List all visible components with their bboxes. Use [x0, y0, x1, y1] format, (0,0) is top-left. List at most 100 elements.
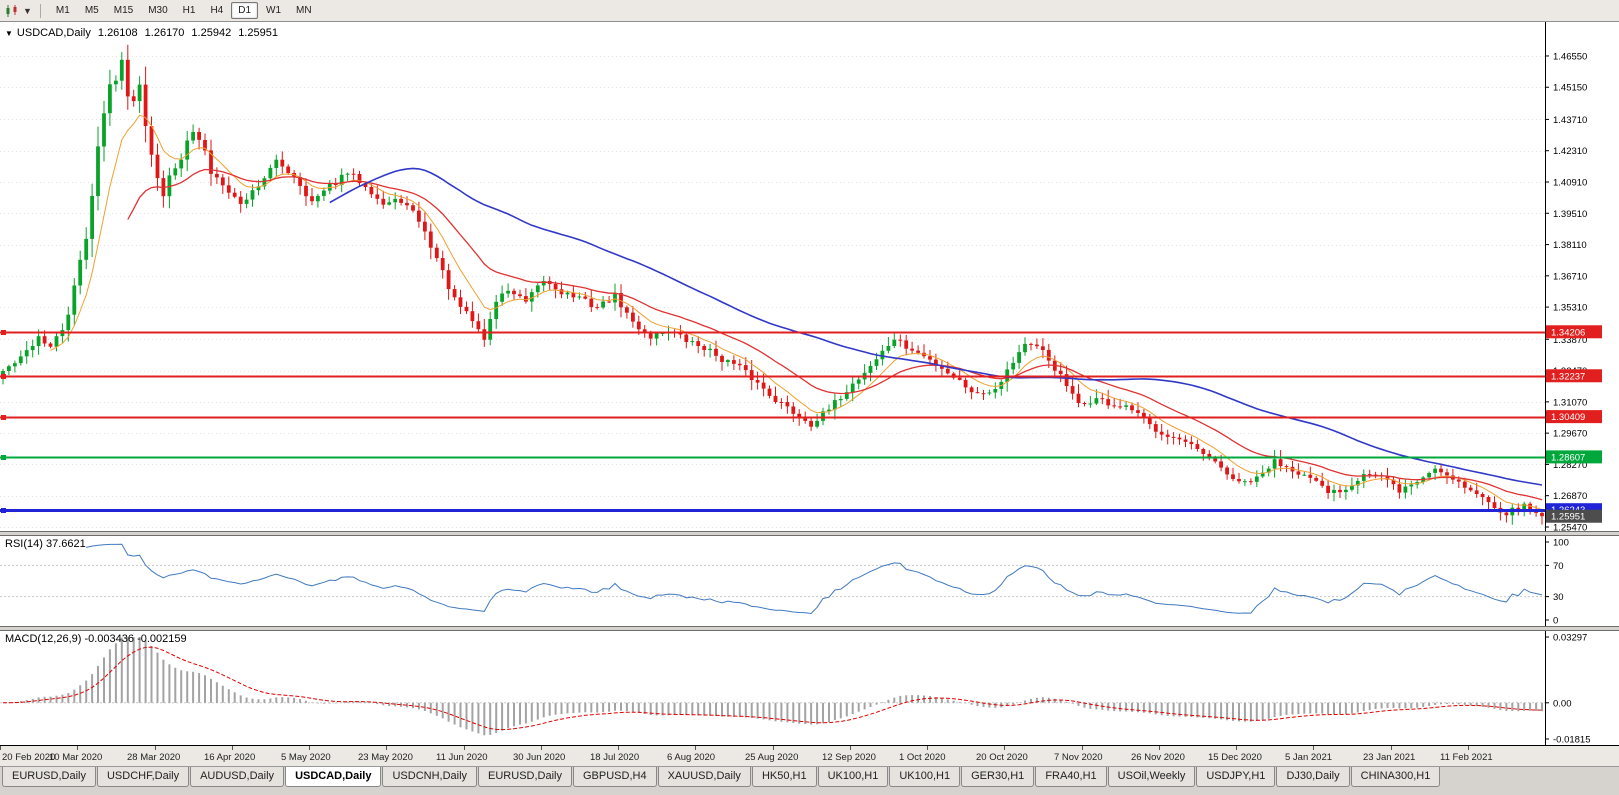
chart-tab-dj30-daily[interactable]: DJ30,Daily	[1276, 767, 1350, 787]
time-tick	[309, 746, 310, 750]
svg-text:1.46550: 1.46550	[1553, 51, 1587, 62]
toolbar: ▼ M1 M5 M15 M30 H1 H4 D1 W1 MN	[0, 0, 1619, 22]
macd-canvas[interactable]: 0.03297 0.00 -0.01815	[0, 631, 1619, 745]
timeframe-button-m5[interactable]: M5	[84, 5, 99, 16]
chart-tab-usdcnh-daily[interactable]: USDCNH,Daily	[382, 767, 478, 787]
svg-text:30: 30	[1553, 592, 1564, 603]
svg-text:1.38110: 1.38110	[1553, 240, 1587, 251]
timeframe-button-h1[interactable]: H1	[182, 5, 196, 16]
chart-tabs: EURUSD,Daily USDCHF,Daily AUDUSD,Daily USDC…	[0, 766, 1619, 795]
chart-tab-audusd-daily[interactable]: AUDUSD,Daily	[190, 767, 285, 787]
timeframe-button-d1[interactable]: D1	[231, 2, 259, 19]
horizontal-line-1.30409[interactable]	[0, 415, 1545, 420]
price-badge-1.32237: 1.32237	[1546, 369, 1602, 383]
timeframe-buttons: M1 M5 M15 M30 H1 H4 D1 W1 MN	[49, 2, 319, 19]
svg-text:1.31070: 1.31070	[1553, 397, 1587, 408]
timeframe-button-mn[interactable]: MN	[296, 5, 312, 16]
chart-tab-usoil-weekly[interactable]: USOil,Weekly	[1107, 767, 1196, 787]
chart-symbol: USDCAD,Daily	[16, 27, 91, 39]
svg-text:0.00: 0.00	[1553, 698, 1572, 709]
chart-tab-ger30-h1[interactable]: GER30,H1	[961, 767, 1035, 787]
date-label: 28 Mar 2020	[127, 752, 181, 763]
chart-tab-eurusd-daily[interactable]: EURUSD,Daily	[2, 767, 96, 787]
chart-tab-uk100-h1[interactable]: UK100,H1	[889, 767, 961, 787]
horizontal-line-1.28607[interactable]	[0, 455, 1545, 460]
chart-tab-china300-h1[interactable]: CHINA300,H1	[1350, 767, 1441, 787]
time-tick	[1159, 746, 1160, 750]
time-tick	[1082, 746, 1083, 750]
date-label: 26 Nov 2020	[1131, 752, 1185, 763]
candlestick-icon	[6, 4, 17, 17]
price-badge-1.34206: 1.34206	[1546, 325, 1602, 339]
panel-divider[interactable]	[0, 626, 1619, 631]
svg-text:1.35310: 1.35310	[1553, 303, 1587, 314]
time-axis[interactable]: 20 Feb 2020 10 Mar 2020 28 Mar 2020 16 Apr …	[0, 745, 1619, 766]
collapse-icon[interactable]: ▼	[5, 28, 13, 38]
rsi-canvas[interactable]: 100 70 30 0	[0, 536, 1619, 626]
chart-tab-xauusd-daily[interactable]: XAUUSD,Daily	[657, 767, 751, 787]
date-label: 23 Jan 2021	[1363, 752, 1416, 763]
price-axis-labels[interactable]: 1.46550 1.45150 1.43710 1.42310 1.40910 1.395…	[1545, 51, 1587, 531]
main-chart-canvas[interactable]: 1.46550 1.45150 1.43710 1.42310 1.40910 1.395…	[0, 22, 1619, 531]
ohlc-open: 1.26108	[97, 27, 138, 39]
time-tick	[1468, 746, 1469, 750]
svg-text:70: 70	[1553, 561, 1564, 572]
macd-label: MACD(12,26,9) -0.003436 -0.002159	[5, 633, 187, 645]
chart-tab-gbpusd-h4[interactable]: GBPUSD,H4	[573, 767, 657, 787]
horizontal-line-1.32237[interactable]	[0, 374, 1545, 379]
svg-text:1.36710: 1.36710	[1553, 271, 1587, 282]
chevron-down-icon[interactable]: ▼	[23, 5, 32, 16]
timeframe-button-m1[interactable]: M1	[55, 5, 70, 16]
svg-text:1.28270: 1.28270	[1553, 460, 1587, 471]
timeframe-button-h4[interactable]: H4	[210, 5, 224, 16]
chart-type-icon[interactable]	[4, 4, 20, 18]
ohlc-close: 1.25951	[238, 27, 278, 39]
chart-tab-uk100-h1[interactable]: UK100,H1	[817, 767, 889, 787]
time-tick	[773, 746, 774, 750]
ohlc-low: 1.25942	[191, 27, 232, 39]
timeframe-button-m15[interactable]: M15	[113, 5, 134, 16]
chart-tab-hk50-h1[interactable]: HK50,H1	[751, 767, 817, 787]
time-tick	[155, 746, 156, 750]
panel-divider[interactable]	[0, 531, 1619, 536]
moving-average-8	[50, 114, 1543, 510]
date-label: 18 Jul 2020	[590, 752, 640, 763]
date-label: 5 May 2020	[281, 752, 331, 763]
timeframe-button-w1[interactable]: W1	[266, 5, 282, 16]
svg-text:1.26870: 1.26870	[1553, 491, 1587, 502]
time-tick	[1313, 746, 1314, 750]
svg-text:1.29670: 1.29670	[1553, 429, 1587, 440]
horizontal-line-1.34206[interactable]	[0, 330, 1545, 335]
chart-tab-usdjpy-h1[interactable]: USDJPY,H1	[1196, 767, 1276, 787]
moving-average-21	[127, 168, 1543, 501]
svg-text:1.39510: 1.39510	[1553, 209, 1587, 220]
price-badge-1.28607: 1.28607	[1546, 450, 1602, 464]
chart-tab-eurusd-daily[interactable]: EURUSD,Daily	[478, 767, 572, 787]
time-tick	[1004, 746, 1005, 750]
svg-text:0: 0	[1553, 616, 1558, 627]
chart-tab-fra40-h1[interactable]: FRA40,H1	[1035, 767, 1107, 787]
svg-text:1.42310: 1.42310	[1553, 146, 1587, 157]
svg-text:0.03297: 0.03297	[1553, 633, 1587, 644]
chart-title: ▼ USDCAD,Daily 1.26108 1.26170 1.25942 1…	[5, 27, 278, 39]
ohlc-high: 1.26170	[144, 27, 185, 39]
date-label: 20 Feb 2020	[2, 752, 56, 763]
date-label: 1 Oct 2020	[899, 752, 946, 763]
chart-tab-usdchf-daily[interactable]: USDCHF,Daily	[96, 767, 190, 787]
chart-tab-usdcad-daily[interactable]: USDCAD,Daily	[285, 767, 382, 787]
svg-text:1.28607: 1.28607	[1551, 452, 1585, 463]
price-badge-1.25951: 1.25951	[1546, 509, 1602, 523]
main-chart-panel: 1.46550 1.45150 1.43710 1.42310 1.40910 1.395…	[0, 22, 1619, 531]
macd-signal-line	[2, 646, 1543, 731]
svg-text:100: 100	[1553, 538, 1569, 549]
date-label: 6 Aug 2020	[667, 752, 716, 763]
time-tick	[541, 746, 542, 750]
price-gridlines	[0, 56, 1545, 528]
timeframe-button-m30[interactable]: M30	[148, 5, 168, 16]
date-label: 25 Aug 2020	[745, 752, 799, 763]
svg-text:1.25470: 1.25470	[1553, 522, 1587, 531]
time-tick	[695, 746, 696, 750]
svg-text:1.43710: 1.43710	[1553, 115, 1587, 126]
horizontal-line-1.26243[interactable]	[0, 508, 1545, 513]
